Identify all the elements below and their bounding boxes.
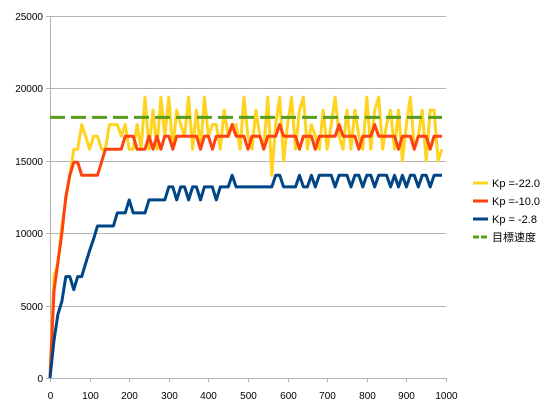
- legend-label: Kp =-10.0: [492, 196, 540, 208]
- x-tick-label: 400: [200, 391, 217, 402]
- legend: Kp =-22.0 Kp =-10.0 Kp = -2.8 目標速度: [473, 178, 540, 244]
- x-tick-label: 100: [82, 391, 99, 402]
- y-tick-label: 10000: [15, 229, 43, 240]
- plot-series: [48, 95, 444, 379]
- y-tick-label: 15000: [15, 157, 43, 168]
- x-tick-label: 200: [121, 391, 138, 402]
- x-tick-label: 300: [161, 391, 178, 402]
- x-tick-label: 500: [240, 391, 257, 402]
- legend-label: 目標速度: [492, 230, 536, 244]
- x-tick-labels: 0 100 200 300 400 500 600 700 800 900 1000: [48, 391, 458, 402]
- x-tick-label: 900: [398, 391, 415, 402]
- series-line-kp-10: [48, 123, 442, 379]
- y-tick-label: 0: [37, 374, 43, 385]
- y-tick-label: 25000: [15, 12, 43, 23]
- y-tick-label: 20000: [15, 84, 43, 95]
- legend-item-kp-2-8: Kp = -2.8: [473, 214, 537, 226]
- series-line-kp-2-8: [48, 173, 442, 379]
- legend-label: Kp = -2.8: [492, 214, 537, 226]
- legend-label: Kp =-22.0: [492, 178, 540, 190]
- x-tick-label: 1000: [435, 391, 458, 402]
- x-tick-label: 700: [319, 391, 336, 402]
- x-tick-label: 800: [359, 391, 376, 402]
- y-tick-labels: 0 5000 10000 15000 20000 25000: [15, 12, 43, 385]
- legend-item-kp-10: Kp =-10.0: [473, 196, 540, 208]
- x-tick-label: 0: [48, 391, 54, 402]
- x-tick-label: 600: [280, 391, 297, 402]
- legend-item-target-speed: 目標速度: [473, 230, 536, 244]
- axes: [46, 16, 447, 382]
- y-tick-label: 5000: [21, 302, 44, 313]
- legend-item-kp-22: Kp =-22.0: [473, 178, 540, 190]
